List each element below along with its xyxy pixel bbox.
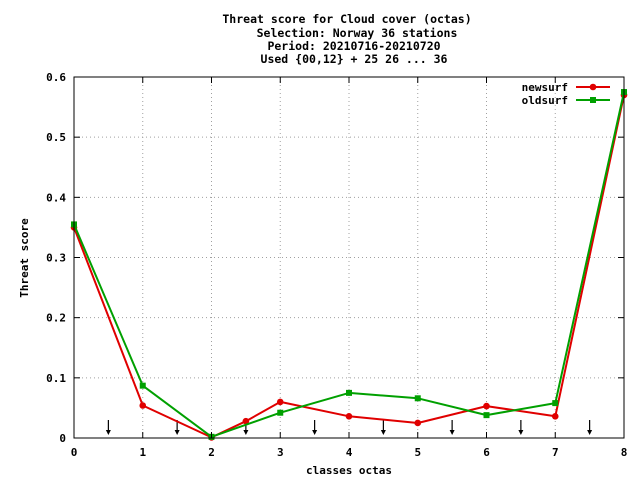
point-newsurf-5	[345, 413, 353, 420]
class-boundary-arrow-0	[105, 420, 111, 435]
x-tick-label-2: 2	[208, 446, 215, 459]
title-line-1: Threat score for Cloud cover (octas)	[222, 12, 471, 26]
x-tick-label-4: 4	[346, 446, 353, 459]
point-newsurf-3	[242, 417, 250, 425]
legend-marker-oldsurf	[590, 97, 596, 103]
data-series	[70, 89, 628, 441]
point-newsurf-7	[483, 402, 490, 410]
class-boundary-arrow-5	[449, 420, 455, 435]
legend-label-oldsurf: oldsurf	[522, 94, 568, 107]
y-tick-label-5: 0.5	[46, 131, 66, 144]
class-boundary-arrow-6	[518, 420, 524, 435]
x-tick-label-6: 6	[483, 446, 490, 459]
x-axis-label: classes octas	[306, 464, 392, 477]
legend-entry-oldsurf: oldsurf	[522, 94, 610, 107]
x-tick-label-3: 3	[277, 446, 284, 459]
grid-lines	[74, 77, 624, 438]
point-oldsurf-4	[346, 389, 352, 396]
point-newsurf-6	[414, 419, 422, 427]
y-tick-label-2: 0.2	[46, 312, 66, 325]
x-axis-ticks: 0 1 2 3 4 5 6 7 8	[71, 77, 628, 459]
point-oldsurf-3	[277, 409, 284, 416]
point-newsurf-8	[551, 413, 559, 420]
x-tick-label-0: 0	[71, 446, 78, 459]
class-boundary-arrow-3	[312, 420, 318, 435]
series-line-newsurf	[73, 94, 625, 439]
legend-label-newsurf: newsurf	[522, 81, 568, 94]
x-tick-label-7: 7	[552, 446, 559, 459]
class-boundary-arrow-4	[380, 420, 386, 435]
x-tick-label-8: 8	[621, 446, 628, 459]
point-newsurf-4	[276, 398, 284, 406]
x-tick-label-5: 5	[414, 446, 421, 459]
y-tick-label-3: 0.3	[46, 252, 66, 265]
legend-marker-newsurf	[589, 83, 597, 91]
point-oldsurf-1	[139, 382, 146, 389]
legend-entry-newsurf: newsurf	[522, 81, 610, 94]
point-newsurf-1	[139, 402, 147, 409]
class-boundary-arrow-7	[587, 420, 593, 435]
point-oldsurf-6	[483, 412, 490, 419]
title-line-4: Used {00,12} + 25 26 ... 36	[261, 52, 448, 66]
y-tick-label-1: 0.1	[46, 372, 66, 385]
title-line-2: Selection: Norway 36 stations	[257, 26, 458, 40]
chart-title: Threat score for Cloud cover (octas) Sel…	[222, 12, 471, 66]
y-tick-label-0: 0	[59, 432, 66, 445]
x-tick-label-1: 1	[139, 446, 146, 459]
y-axis-ticks: 0 0.1 0.2 0.3 0.4 0.5 0.6	[46, 71, 624, 445]
title-line-3: Period: 20210716-20210720	[267, 39, 440, 53]
point-oldsurf-5	[414, 395, 421, 402]
series-newsurf	[70, 91, 628, 441]
y-tick-label-6: 0.6	[46, 71, 66, 84]
y-tick-label-4: 0.4	[46, 191, 66, 204]
y-axis-label: Threat score	[18, 218, 31, 298]
point-oldsurf-7	[552, 400, 559, 407]
